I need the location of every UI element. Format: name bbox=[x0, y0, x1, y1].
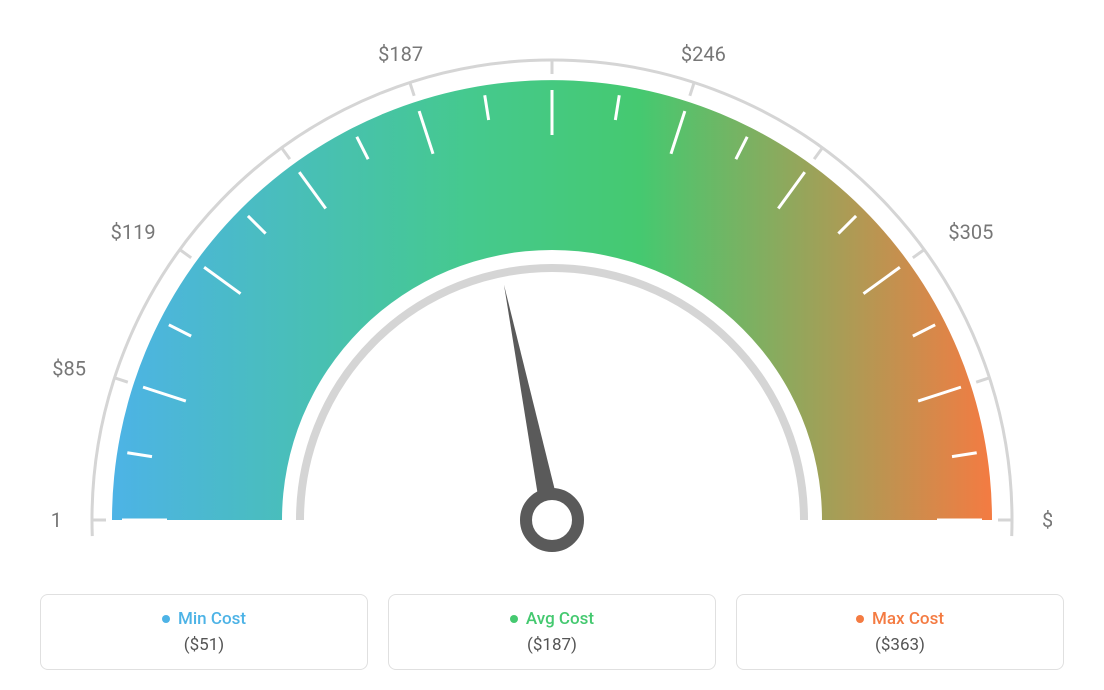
legend-min-text: Min Cost bbox=[178, 609, 246, 629]
cost-gauge: $51 $85 $119 $187 $246 $305 $363 bbox=[52, 10, 1052, 570]
legend-avg-text: Avg Cost bbox=[526, 609, 594, 629]
gauge-tick-label: $246 bbox=[681, 42, 726, 66]
legend-avg-value: ($187) bbox=[409, 635, 695, 655]
gauge-outer-tick bbox=[180, 250, 191, 258]
legend-max-text: Max Cost bbox=[872, 609, 944, 629]
gauge-arc bbox=[112, 80, 992, 520]
gauge-outer-tick bbox=[913, 250, 924, 258]
gauge-outer-tick bbox=[115, 378, 128, 382]
gauge-tick-label: $363 bbox=[1042, 508, 1052, 532]
legend-avg-label: Avg Cost bbox=[409, 609, 695, 629]
legend-dot-avg bbox=[510, 615, 518, 623]
gauge-outer-tick bbox=[690, 83, 694, 96]
legend-max-value: ($363) bbox=[757, 635, 1043, 655]
legend-dot-min bbox=[162, 615, 170, 623]
gauge-tick-label: $119 bbox=[111, 220, 156, 244]
gauge-outer-tick bbox=[976, 378, 989, 382]
legend-min-value: ($51) bbox=[61, 635, 347, 655]
gauge-needle bbox=[504, 285, 562, 522]
gauge-outer-tick bbox=[814, 148, 822, 159]
legend-avg: Avg Cost ($187) bbox=[388, 594, 716, 670]
legend-min: Min Cost ($51) bbox=[40, 594, 368, 670]
legend: Min Cost ($51) Avg Cost ($187) Max Cost … bbox=[40, 594, 1064, 670]
gauge-tick-label: $51 bbox=[52, 508, 62, 532]
gauge-outer-tick bbox=[410, 83, 414, 96]
gauge-tick-label: $305 bbox=[948, 220, 993, 244]
legend-min-label: Min Cost bbox=[61, 609, 347, 629]
legend-dot-max bbox=[856, 615, 864, 623]
gauge-center-ring bbox=[526, 494, 578, 546]
legend-max: Max Cost ($363) bbox=[736, 594, 1064, 670]
gauge-tick-label: $85 bbox=[52, 357, 86, 381]
legend-max-label: Max Cost bbox=[757, 609, 1043, 629]
gauge-tick-label: $187 bbox=[378, 42, 423, 66]
gauge-svg: $51 $85 $119 $187 $246 $305 $363 bbox=[52, 10, 1052, 570]
gauge-outer-tick bbox=[282, 148, 290, 159]
